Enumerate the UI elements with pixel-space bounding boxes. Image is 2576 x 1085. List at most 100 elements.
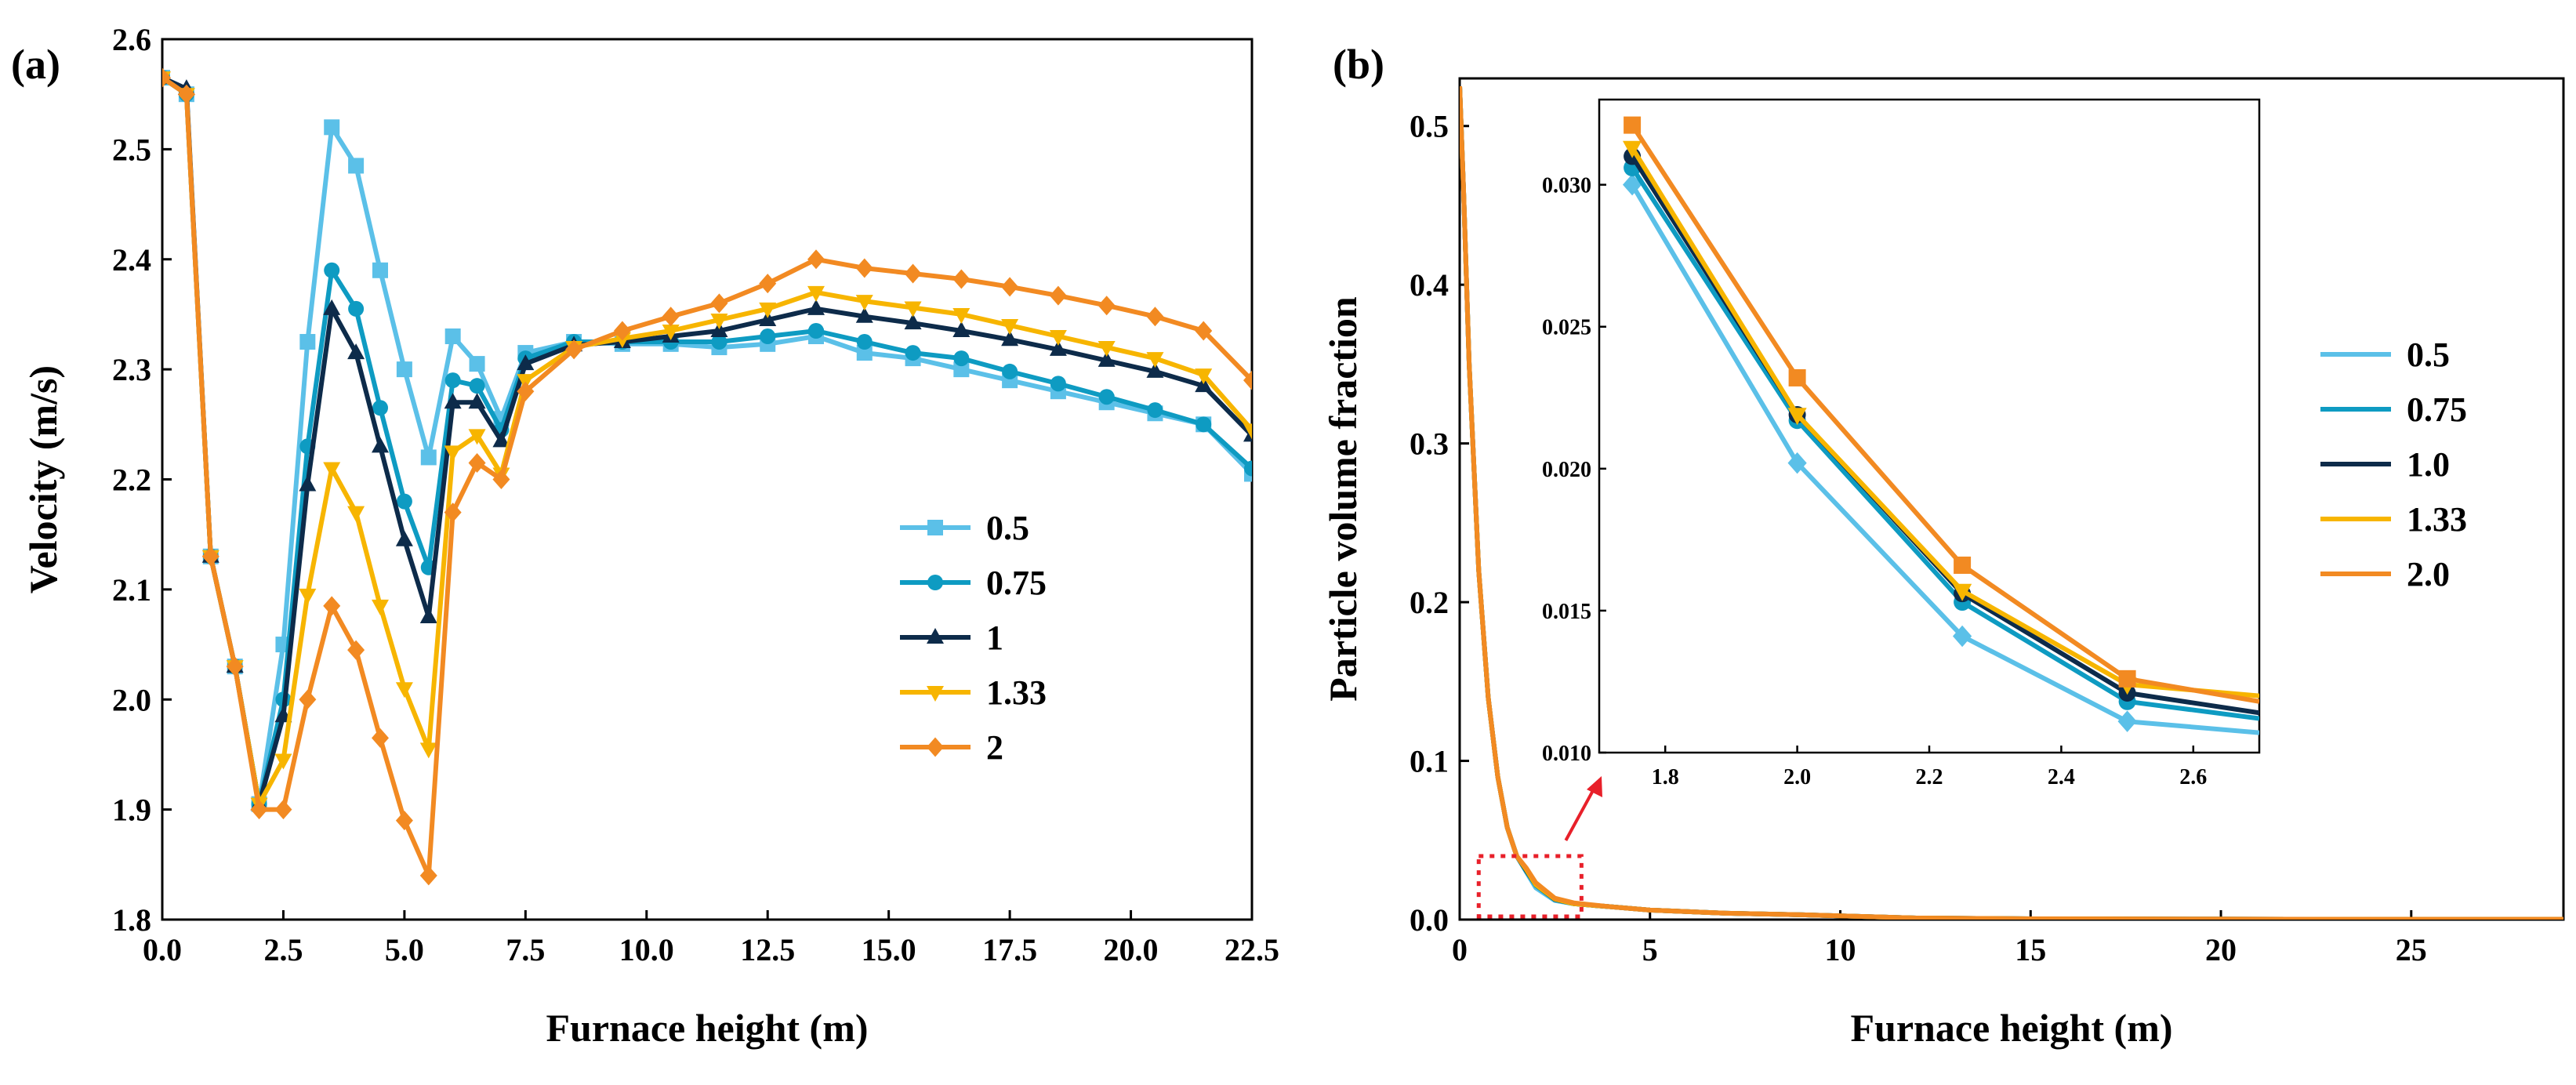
data-point-1 bbox=[952, 321, 971, 337]
data-point-2 bbox=[517, 381, 535, 401]
data-point-1 bbox=[807, 299, 825, 315]
data-point-1.33 bbox=[1001, 318, 1019, 335]
data-point-1 bbox=[904, 314, 922, 330]
x-axis-title: Furnace height (m) bbox=[546, 1006, 868, 1050]
data-point-1.33 bbox=[323, 462, 341, 478]
inset-background bbox=[1599, 100, 2259, 753]
data-point-2 bbox=[952, 269, 971, 289]
inset-x-tick-label: 2.4 bbox=[2048, 765, 2075, 789]
inset-x-tick-label: 2.0 bbox=[1783, 765, 1811, 789]
x-tick-label: 25 bbox=[2396, 932, 2427, 967]
y-tick-label: 2.2 bbox=[112, 463, 151, 498]
inset-data-point-0.5 bbox=[2117, 710, 2137, 732]
x-tick-label: 17.5 bbox=[982, 932, 1037, 967]
y-tick-label: 2.3 bbox=[112, 352, 151, 387]
inset-x-tick-label: 2.6 bbox=[2179, 765, 2207, 789]
inset-x-tick-label: 1.8 bbox=[1652, 765, 1679, 789]
data-point-1 bbox=[347, 343, 365, 360]
y-tick-label: 0.0 bbox=[1410, 902, 1449, 938]
legend-marker-1 bbox=[927, 628, 944, 644]
x-tick-label: 15.0 bbox=[862, 932, 916, 967]
data-point-0.75 bbox=[856, 334, 873, 350]
data-point-2 bbox=[759, 274, 777, 294]
legend-label-0.75: 0.75 bbox=[986, 564, 1047, 602]
data-point-2 bbox=[201, 546, 220, 567]
data-point-1 bbox=[395, 530, 413, 546]
data-point-0.75 bbox=[953, 350, 970, 367]
data-point-0.75 bbox=[348, 300, 365, 317]
legend-label-2.0: 2.0 bbox=[2407, 555, 2450, 593]
y-tick-label: 0.1 bbox=[1410, 744, 1449, 779]
data-point-1 bbox=[323, 299, 341, 315]
data-point-2 bbox=[444, 503, 462, 523]
data-point-2 bbox=[395, 811, 413, 831]
data-point-0.75 bbox=[1195, 416, 1212, 433]
data-point-1.33 bbox=[419, 742, 437, 759]
data-point-1 bbox=[759, 310, 777, 326]
legend-label-2: 2 bbox=[986, 728, 1003, 767]
data-point-1.33 bbox=[468, 429, 486, 445]
data-point-1.33 bbox=[444, 445, 462, 462]
y-tick-label: 2.6 bbox=[112, 22, 151, 57]
data-point-2 bbox=[662, 307, 680, 327]
x-tick-label: 15 bbox=[2015, 932, 2046, 967]
y-tick-label: 2.1 bbox=[112, 572, 151, 608]
series-line-2.0 bbox=[1460, 85, 2563, 920]
legend-marker-1.33 bbox=[927, 686, 944, 702]
x-tick-label: 10.0 bbox=[619, 932, 674, 967]
panel-b: 0 5 10 15 20 25 0.0 0.1 0.2 0.3 0.4 0.5 Furnace heig… bbox=[1321, 41, 2565, 1050]
y-tick-label: 0.5 bbox=[1410, 109, 1449, 144]
legend-marker-2 bbox=[927, 737, 944, 757]
data-point-0.5 bbox=[420, 449, 437, 466]
data-point-1.33 bbox=[855, 295, 873, 311]
legend-label-0.5: 0.5 bbox=[986, 509, 1029, 547]
inset-x-tick-label: 2.2 bbox=[1916, 765, 1943, 789]
inset-data-point-2.0 bbox=[1954, 556, 1972, 574]
data-point-2 bbox=[1146, 307, 1164, 327]
data-point-2 bbox=[177, 84, 195, 104]
data-point-1 bbox=[372, 437, 389, 453]
data-point-2 bbox=[250, 800, 268, 820]
data-point-2 bbox=[855, 258, 873, 278]
data-point-0.75 bbox=[1050, 376, 1066, 392]
data-point-1.33 bbox=[904, 301, 922, 318]
data-point-1.33 bbox=[372, 599, 389, 615]
data-point-2 bbox=[904, 263, 922, 284]
inset-data-point-0.5 bbox=[1623, 173, 1642, 196]
data-point-1 bbox=[419, 607, 437, 623]
inset-data-point-1.33 bbox=[1787, 408, 1807, 426]
data-point-0.75 bbox=[760, 328, 776, 345]
data-point-1 bbox=[492, 431, 510, 448]
data-point-2 bbox=[613, 321, 631, 341]
inset-y-tick-label: 0.025 bbox=[1542, 316, 1591, 340]
inset-data-point-2.0 bbox=[1788, 368, 1806, 386]
y-axis-title: Velocity (m/s) bbox=[21, 365, 65, 593]
legend-label-1.0: 1.0 bbox=[2407, 445, 2450, 484]
x-tick-label: 0.0 bbox=[143, 932, 182, 967]
data-point-1.33 bbox=[1146, 352, 1164, 368]
data-point-1.33 bbox=[1098, 341, 1116, 357]
x-tick-label: 0 bbox=[1452, 932, 1468, 967]
data-point-0.5 bbox=[953, 361, 970, 378]
y-tick-label: 1.9 bbox=[112, 793, 151, 828]
data-point-1 bbox=[299, 475, 317, 492]
data-point-2 bbox=[372, 728, 389, 748]
y-tick-label: 2.5 bbox=[112, 132, 151, 167]
legend-label-1.33: 1.33 bbox=[986, 673, 1047, 712]
legend: 0.5 0.75 1 1.33 2 bbox=[900, 509, 1047, 767]
x-tick-label: 2.5 bbox=[263, 932, 303, 967]
zoom-arrow-head bbox=[1587, 776, 1602, 797]
data-point-1 bbox=[855, 307, 873, 323]
legend-label-1: 1 bbox=[986, 619, 1003, 657]
data-point-0.5 bbox=[348, 158, 365, 174]
y-tick-label: 2.4 bbox=[112, 242, 151, 278]
data-point-0.5 bbox=[396, 361, 412, 378]
legend-marker-0.5 bbox=[927, 520, 943, 535]
data-point-1.33 bbox=[759, 302, 777, 318]
data-point-1 bbox=[710, 321, 728, 337]
plot-area bbox=[1460, 85, 2563, 920]
x-tick-label: 22.5 bbox=[1225, 932, 1279, 967]
data-point-1.33 bbox=[1243, 423, 1252, 440]
data-point-1.33 bbox=[807, 285, 825, 302]
